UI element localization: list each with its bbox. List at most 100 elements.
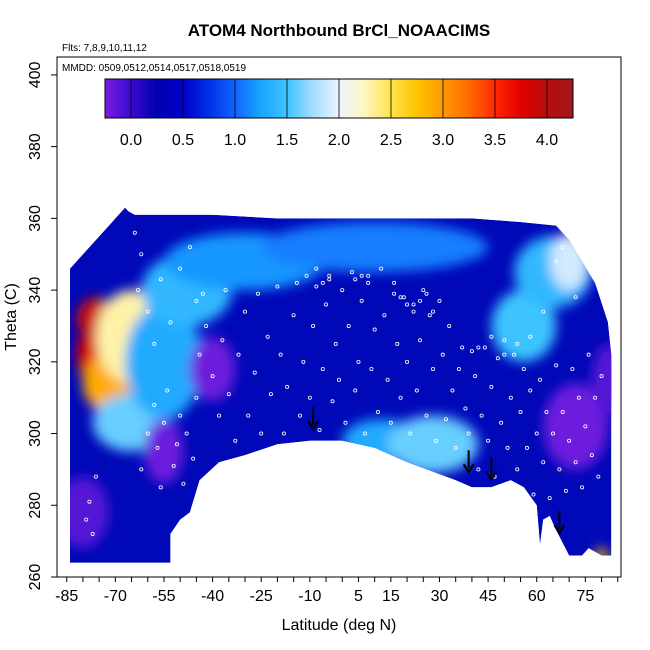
track-point	[499, 420, 504, 425]
track-point	[353, 277, 358, 282]
track-point	[382, 313, 387, 318]
track-point	[430, 309, 435, 314]
plot-frame	[56, 56, 622, 578]
heatmap-blob	[491, 290, 557, 362]
track-point	[359, 298, 364, 303]
track-point	[220, 338, 225, 343]
track-point	[563, 488, 568, 493]
colorbar-tick-label: 2.5	[380, 132, 402, 149]
track-point	[336, 377, 341, 382]
track-point	[398, 295, 403, 300]
track-point	[301, 359, 306, 364]
colorbar-tick-label: 0.0	[120, 132, 142, 149]
track-point	[573, 460, 578, 465]
track-point	[320, 280, 325, 285]
track-point	[505, 445, 510, 450]
track-point	[333, 341, 338, 346]
track-point	[430, 366, 435, 371]
track-point	[534, 431, 539, 436]
down-arrow-icon	[553, 511, 566, 536]
track-point	[178, 266, 183, 271]
track-point	[567, 230, 572, 235]
track-point	[194, 298, 199, 303]
track-point	[362, 431, 367, 436]
track-point	[531, 492, 536, 497]
x-tick-label: 45	[479, 588, 497, 605]
x-tick-label: 60	[528, 588, 546, 605]
track-point	[544, 410, 549, 415]
track-point	[327, 277, 332, 282]
track-point	[418, 338, 423, 343]
x-tick-label: 15	[382, 588, 400, 605]
track-point	[411, 302, 416, 307]
track-point	[93, 474, 98, 479]
x-tick-label: 75	[576, 588, 594, 605]
track-point	[476, 467, 481, 472]
track-point	[528, 334, 533, 339]
colorbar-tick-label: 1.0	[224, 132, 246, 149]
track-point	[424, 291, 429, 296]
track-point	[155, 445, 160, 450]
track-point	[541, 460, 546, 465]
track-point	[275, 284, 280, 289]
y-tick-label: 260	[27, 564, 44, 591]
track-point	[508, 395, 513, 400]
x-axis-label: Latitude (deg N)	[282, 617, 397, 634]
track-point	[554, 259, 559, 264]
track-point	[246, 413, 251, 418]
track-point	[515, 341, 520, 346]
track-point	[369, 366, 374, 371]
track-point	[187, 245, 192, 250]
track-point	[291, 313, 296, 318]
track-point	[139, 467, 144, 472]
y-tick-label: 340	[27, 277, 44, 304]
track-point	[586, 352, 591, 357]
x-tick-label: -55	[152, 588, 175, 605]
x-tick-label: 30	[431, 588, 449, 605]
track-point	[366, 280, 371, 285]
track-point	[515, 467, 520, 472]
track-point	[171, 463, 176, 468]
track-point	[165, 388, 170, 393]
track-point	[330, 399, 335, 404]
track-point	[136, 288, 141, 293]
track-point	[200, 291, 205, 296]
track-point	[217, 413, 222, 418]
dates-subtitle: MMDD: 0509,0512,0514,0517,0518,0519	[62, 63, 246, 74]
track-point	[450, 388, 455, 393]
colorbar-tick-label: 3.0	[432, 132, 454, 149]
track-point	[197, 352, 202, 357]
track-point	[502, 352, 507, 357]
y-tick-label: 300	[27, 420, 44, 447]
track-point	[184, 431, 189, 436]
arrows-group	[307, 407, 566, 536]
y-axis-label: Theta (C)	[3, 283, 20, 351]
colorbar-ticks: 0.0 0.5 1.0 1.5 2.0 2.5 3.0 3.5 4.0	[120, 79, 558, 149]
track-point	[158, 485, 163, 490]
track-point	[346, 323, 351, 328]
track-point	[174, 442, 179, 447]
track-point	[466, 431, 471, 436]
track-point	[424, 413, 429, 418]
track-point	[599, 374, 604, 379]
track-point	[372, 327, 377, 332]
track-point	[495, 356, 500, 361]
track-point	[479, 413, 484, 418]
track-point	[210, 374, 215, 379]
track-point	[560, 245, 565, 250]
heatmap-blobs	[70, 221, 612, 563]
track-point	[456, 366, 461, 371]
track-point	[392, 291, 397, 296]
track-point	[482, 345, 487, 350]
track-point	[385, 377, 390, 382]
track-point	[320, 366, 325, 371]
track-point	[233, 438, 238, 443]
track-point	[547, 496, 552, 501]
track-point	[194, 395, 199, 400]
track-point	[242, 309, 247, 314]
track-point	[398, 395, 403, 400]
colorbar-tick-label: 0.5	[172, 132, 194, 149]
track-point	[304, 273, 309, 278]
track-point	[343, 420, 348, 425]
track-point	[278, 352, 283, 357]
